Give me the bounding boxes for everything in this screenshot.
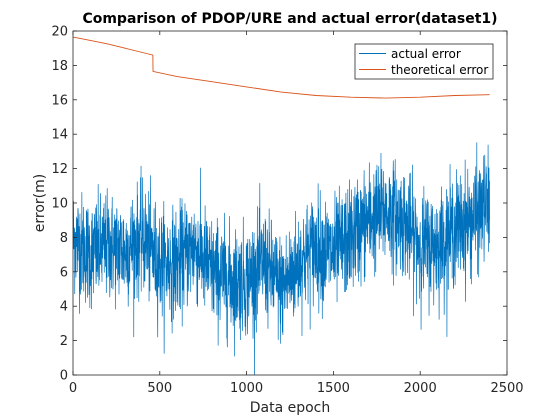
legend: actual error theoretical error (355, 44, 493, 79)
y-tick-label: 20 (51, 25, 68, 40)
x-tick-label: 500 (147, 381, 172, 396)
y-tick-label: 4 (60, 300, 68, 315)
y-axis-label: error(m) (32, 174, 48, 232)
chart-title: Comparison of PDOP/URE and actual error(… (82, 11, 497, 27)
x-tick-label: 1500 (317, 381, 350, 396)
x-axis-label: Data epoch (250, 400, 331, 416)
legend-label-actual: actual error (391, 47, 461, 61)
y-tick-label: 8 (60, 231, 68, 246)
y-tick-label: 6 (60, 265, 68, 280)
y-tick-label: 18 (51, 59, 68, 74)
x-tick-label: 2000 (404, 381, 437, 396)
y-tick-label: 16 (51, 93, 68, 108)
y-tick-label: 2 (60, 334, 68, 349)
legend-label-theoretical: theoretical error (391, 63, 488, 77)
y-tick-label: 14 (51, 128, 68, 143)
x-tick-label: 1000 (230, 381, 263, 396)
y-tick-label: 10 (51, 197, 68, 212)
x-tick-label: 0 (69, 381, 77, 396)
y-tick-label: 0 (60, 369, 68, 384)
x-tick-label: 2500 (490, 381, 523, 396)
y-tick-label: 12 (51, 162, 68, 177)
